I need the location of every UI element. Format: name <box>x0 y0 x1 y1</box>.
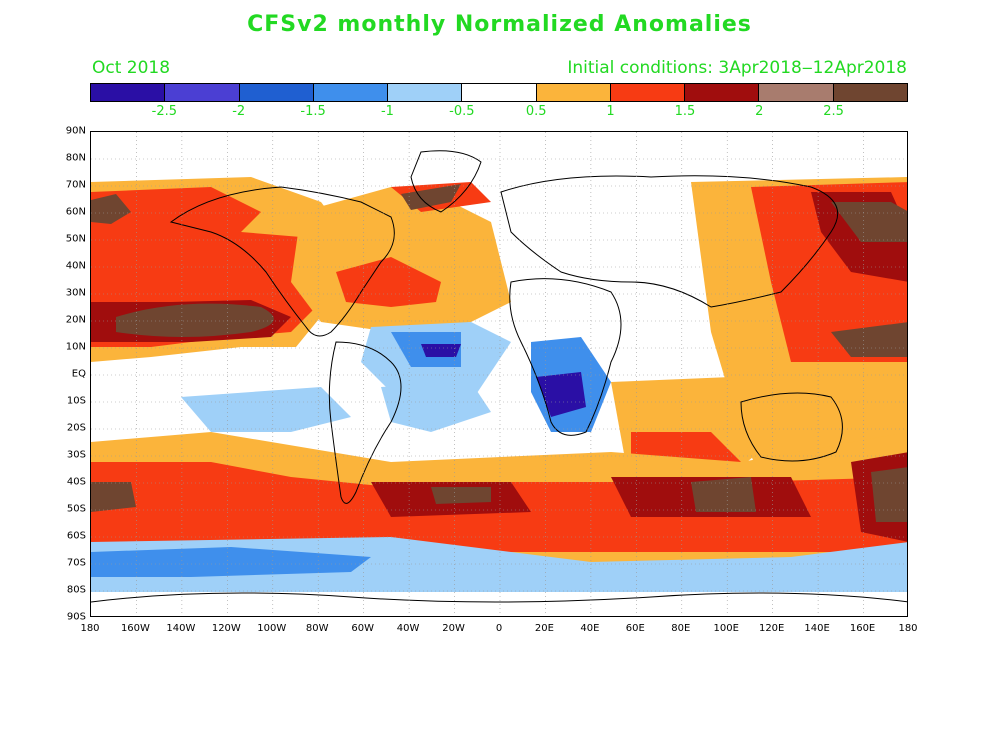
longitude-label: 20W <box>442 623 465 634</box>
colorbar-tick-label: -1.5 <box>300 104 326 119</box>
longitude-label: 80W <box>305 623 329 634</box>
longitude-label: 160W <box>120 623 150 634</box>
eurasia-coast <box>500 175 839 308</box>
map-title: CFSv2 monthly Normalized Anomalies <box>247 12 752 37</box>
latitude-label: 60N <box>65 206 86 218</box>
antarctica-coast <box>91 592 907 603</box>
longitude-label: 40E <box>580 623 600 634</box>
latitude-label: 40N <box>65 260 86 272</box>
north-pacific-extreme <box>116 303 274 337</box>
colorbar-tick-label: 0.5 <box>525 104 547 119</box>
west-pacific-extreme <box>831 202 907 242</box>
colorbar-segment <box>610 84 686 101</box>
colorbar-tick-label: 2.5 <box>823 104 844 119</box>
greenland-sea-extreme <box>401 184 461 210</box>
colorbar-segment <box>536 84 611 101</box>
latitude-label: 10S <box>66 395 86 407</box>
southern-ocean-extreme <box>91 467 907 522</box>
map-svg <box>91 132 907 616</box>
bering-extreme <box>91 194 131 224</box>
colorbar-tick-label: 1.5 <box>674 104 696 119</box>
africa-strong-cold <box>536 372 586 417</box>
australia-coast <box>740 392 843 462</box>
colorbar-tick-label: -1 <box>380 104 394 119</box>
colorbar-segment <box>91 84 166 101</box>
latitude-label: 30S <box>66 449 86 461</box>
longitude-label: 0 <box>495 623 503 634</box>
colorbar-segment <box>759 84 834 101</box>
latitude-label: 20S <box>66 422 86 434</box>
longitude-label: 40W <box>396 623 420 634</box>
anomaly-map <box>90 131 908 617</box>
latitude-label: EQ <box>71 368 86 380</box>
south-pacific-cold <box>181 387 351 432</box>
latitude-label: 90S <box>66 611 86 623</box>
north-atlantic-warm <box>291 187 511 332</box>
colorbar-segment <box>239 84 314 101</box>
longitude-label: 20E <box>534 623 554 634</box>
colorbar-segment <box>833 84 907 101</box>
colorbar-labels: -2.5 -2 -1.5 -1 -0.5 0.5 1 1.5 2 2.5 <box>90 104 908 122</box>
latitude-label: 80S <box>66 584 86 596</box>
colorbar-tick-label: -2.5 <box>151 104 178 119</box>
longitude-label: 180 <box>898 623 918 634</box>
colorbar <box>90 83 908 102</box>
africa-coast <box>509 278 622 436</box>
coastlines <box>91 150 907 603</box>
colorbar-segment <box>685 84 760 101</box>
north-atlantic-hot <box>336 257 441 307</box>
latitude-label: 60S <box>66 530 86 542</box>
latitude-label: 50S <box>66 503 86 515</box>
longitude-label: 80E <box>671 623 691 634</box>
colorbar-segment <box>462 84 537 101</box>
colorbar-segment <box>388 84 463 101</box>
longitude-label: 60E <box>625 623 645 634</box>
southeast-pacific-cold <box>381 382 491 432</box>
greenland-coast <box>410 150 482 213</box>
southern-ocean-very-hot <box>371 452 907 542</box>
antarctic-cool <box>91 547 371 577</box>
latitude-label: 90N <box>65 125 86 137</box>
latitude-label: 80N <box>65 152 86 164</box>
longitude-label: 160E <box>849 623 876 634</box>
initial-conditions: Initial conditions: 3Apr2018‒12Apr2018 <box>567 58 907 78</box>
latitude-label: 70S <box>66 557 86 569</box>
longitude-label: 140W <box>166 623 196 634</box>
longitude-label: 140E <box>804 623 830 634</box>
longitude-label: 60W <box>351 623 374 634</box>
latitude-label: 30N <box>65 287 86 299</box>
north-america-coast <box>169 186 395 337</box>
graticule <box>91 132 907 616</box>
latitude-label: 20N <box>65 314 86 326</box>
latitude-label: 50N <box>65 233 86 245</box>
colorbar-tick-label: -2 <box>232 104 246 119</box>
tropical-atlantic-strong-cold <box>421 344 461 357</box>
forecast-month: Oct 2018 <box>92 58 171 78</box>
longitude-label: 100E <box>713 623 739 634</box>
antarctic-cold <box>91 537 907 592</box>
tropical-west-pacific-extreme <box>831 322 907 357</box>
colorbar-tick-label: -0.5 <box>449 104 475 119</box>
colorbar-segment <box>165 84 240 101</box>
latitude-label: 40S <box>66 476 86 488</box>
longitude-label: 180 <box>80 623 100 634</box>
latitude-label: 70N <box>65 179 86 191</box>
anomaly-fields <box>91 177 907 592</box>
longitude-label: 120W <box>211 623 241 634</box>
colorbar-tick-label: 2 <box>755 104 764 119</box>
longitude-label: 100W <box>257 623 287 634</box>
south-america-coast <box>328 341 402 504</box>
colorbar-segment <box>313 84 389 101</box>
latitude-label: 10N <box>65 341 86 353</box>
longitude-label: 120E <box>758 623 785 634</box>
colorbar-tick-label: 1 <box>606 104 615 119</box>
